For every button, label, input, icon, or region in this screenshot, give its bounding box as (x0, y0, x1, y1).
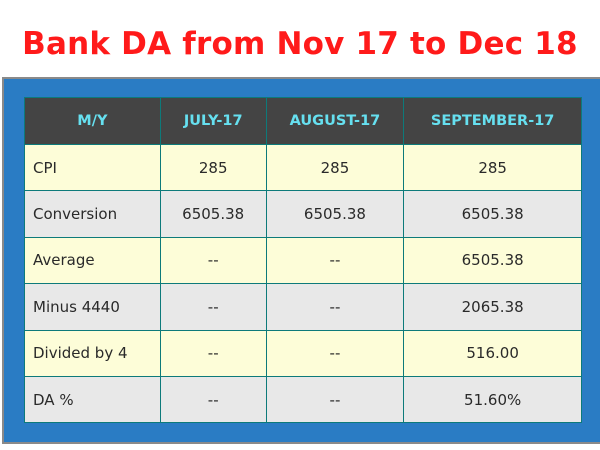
header-cell-july-17: JULY-17 (159, 97, 267, 145)
table-cell: 51.60% (403, 375, 582, 424)
table-frame: M/Y JULY-17 AUGUST-17 SEPTEMBER-17 CPI 2… (2, 77, 600, 444)
table-row: Average -- -- 6505.38 (24, 236, 582, 285)
header-cell-august-17: AUGUST-17 (265, 97, 405, 145)
table-cell: 2065.38 (403, 283, 582, 331)
table-cell: -- (265, 329, 405, 377)
row-label: Conversion (24, 190, 161, 238)
table-cell: 285 (159, 143, 267, 192)
table-cell: 285 (403, 143, 582, 192)
table-row: Minus 4440 -- -- 2065.38 (24, 283, 582, 331)
table-cell: -- (159, 283, 267, 331)
row-label: Divided by 4 (24, 329, 161, 377)
header-row: M/Y JULY-17 AUGUST-17 SEPTEMBER-17 (24, 97, 582, 145)
table-row: Divided by 4 -- -- 516.00 (24, 329, 582, 377)
table-cell: -- (159, 329, 267, 377)
table-cell: -- (159, 375, 267, 424)
table-cell: -- (265, 375, 405, 424)
row-label: Average (24, 236, 161, 285)
table-cell: 6505.38 (403, 236, 582, 285)
table-cell: 285 (265, 143, 405, 192)
table-row: CPI 285 285 285 (24, 143, 582, 192)
table-cell: 6505.38 (159, 190, 267, 238)
table-cell: -- (265, 236, 405, 285)
table-cell: -- (159, 236, 267, 285)
row-label: DA % (24, 375, 161, 424)
header-cell-september-17: SEPTEMBER-17 (403, 97, 582, 145)
table-cell: -- (265, 283, 405, 331)
table-cell: 6505.38 (265, 190, 405, 238)
table-row: Conversion 6505.38 6505.38 6505.38 (24, 190, 582, 238)
da-table: M/Y JULY-17 AUGUST-17 SEPTEMBER-17 CPI 2… (24, 97, 582, 424)
row-label: Minus 4440 (24, 283, 161, 331)
header-cell-my: M/Y (24, 97, 161, 145)
table-cell: 6505.38 (403, 190, 582, 238)
row-label: CPI (24, 143, 161, 192)
page-title: Bank DA from Nov 17 to Dec 18 (22, 26, 578, 62)
table-cell: 516.00 (403, 329, 582, 377)
table-row: DA % -- -- 51.60% (24, 375, 582, 424)
